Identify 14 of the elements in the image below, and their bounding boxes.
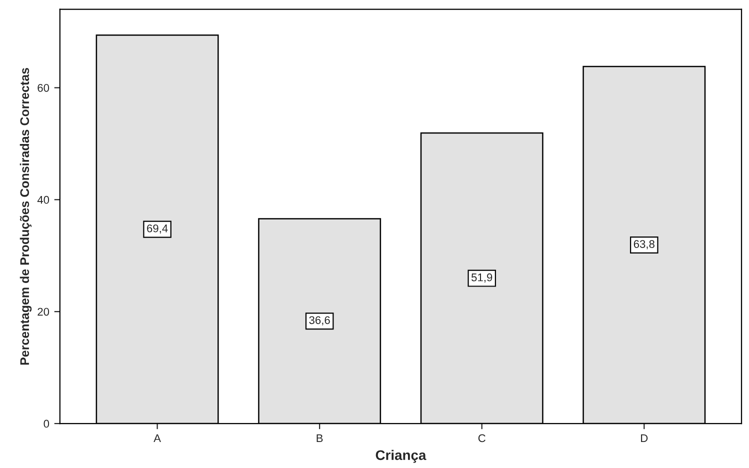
data-label: 51,9 — [471, 273, 492, 283]
y-axis-title: Percentagem de Produções Consiradas Correctas — [20, 68, 32, 365]
data-label: 63,8 — [634, 240, 654, 250]
x-tick-label: B — [316, 434, 323, 442]
y-tick-label: 20 — [38, 308, 50, 316]
x-axis-title: Criança — [376, 450, 426, 463]
y-tick-label: 60 — [38, 84, 50, 92]
y-tick-label: 0 — [44, 420, 50, 428]
x-tick-label: C — [478, 434, 486, 442]
data-label: 36,6 — [309, 316, 330, 326]
x-tick-label: D — [641, 434, 648, 442]
y-tick-label: 40 — [37, 196, 50, 204]
x-tick-label: A — [154, 434, 161, 442]
data-label: 69,4 — [147, 224, 168, 234]
